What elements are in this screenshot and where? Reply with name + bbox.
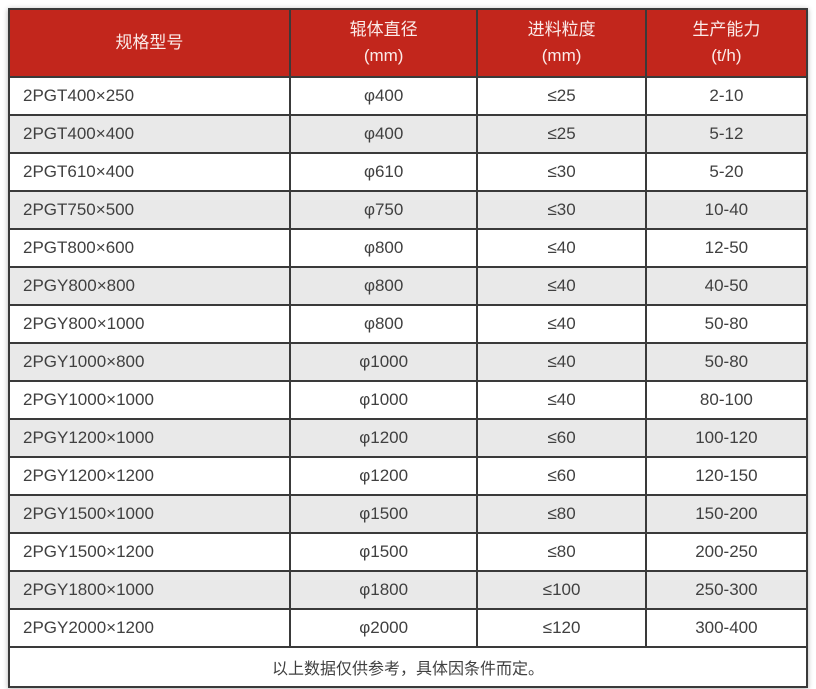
table-row: 2PGY1800×1000 φ1800 ≤100 250-300 (8, 570, 809, 610)
table-row: 2PGT400×400 φ400 ≤25 5-12 (8, 114, 809, 154)
footer-row: 以上数据仅供参考，具体因条件而定。 (8, 646, 808, 688)
capacity-cell: 150-200 (644, 494, 809, 534)
capacity-cell: 120-150 (644, 456, 809, 496)
model-cell: 2PGY1500×1200 (8, 532, 291, 572)
spec-table: 规格型号 辊体直径 (mm) 进料粒度 (mm) 生产能力 (t/h) 2PGT… (8, 8, 809, 688)
feed-size-cell: ≤40 (476, 266, 647, 306)
feed-size-cell: ≤100 (476, 570, 647, 610)
capacity-cell: 10-40 (644, 190, 809, 230)
capacity-cell: 50-80 (644, 342, 809, 382)
feed-size-cell: ≤25 (476, 114, 647, 154)
feed-size-cell: ≤80 (476, 532, 647, 572)
diameter-cell: φ1500 (288, 532, 479, 572)
feed-size-cell: ≤60 (476, 456, 647, 496)
diameter-cell: φ800 (288, 228, 479, 268)
column-header-feed-size-label: 进料粒度 (527, 20, 596, 39)
diameter-cell: φ800 (288, 304, 479, 344)
capacity-cell: 200-250 (644, 532, 809, 572)
table-row: 2PGT800×600 φ800 ≤40 12-50 (8, 228, 809, 268)
capacity-cell: 80-100 (644, 380, 809, 420)
capacity-cell: 250-300 (644, 570, 809, 610)
table-row: 2PGY1200×1000 φ1200 ≤60 100-120 (8, 418, 809, 458)
model-cell: 2PGY1200×1000 (8, 418, 291, 458)
diameter-cell: φ2000 (288, 608, 479, 648)
table-row: 2PGT400×250 φ400 ≤25 2-10 (8, 76, 809, 116)
capacity-cell: 12-50 (644, 228, 809, 268)
diameter-cell: φ1500 (288, 494, 479, 534)
diameter-cell: φ800 (288, 266, 479, 306)
column-header-roller-diameter-label: 辊体直径 (349, 20, 418, 39)
model-cell: 2PGY1000×1000 (8, 380, 291, 420)
diameter-cell: φ750 (288, 190, 479, 230)
column-header-capacity: 生产能力 (t/h) (644, 8, 809, 78)
table-row: 2PGY1500×1200 φ1500 ≤80 200-250 (8, 532, 809, 572)
feed-size-cell: ≤40 (476, 342, 647, 382)
feed-size-cell: ≤80 (476, 494, 647, 534)
diameter-cell: φ610 (288, 152, 479, 192)
column-header-roller-diameter: 辊体直径 (mm) (288, 8, 479, 78)
table-row: 2PGY1200×1200 φ1200 ≤60 120-150 (8, 456, 809, 496)
diameter-cell: φ1200 (288, 456, 479, 496)
model-cell: 2PGY800×800 (8, 266, 291, 306)
model-cell: 2PGT400×400 (8, 114, 291, 154)
table-row: 2PGY800×1000 φ800 ≤40 50-80 (8, 304, 809, 344)
feed-size-cell: ≤30 (476, 152, 647, 192)
model-cell: 2PGY2000×1200 (8, 608, 291, 648)
table-row: 2PGT610×400 φ610 ≤30 5-20 (8, 152, 809, 192)
column-header-roller-diameter-unit: (mm) (363, 46, 404, 65)
feed-size-cell: ≤30 (476, 190, 647, 230)
diameter-cell: φ400 (288, 76, 479, 116)
model-cell: 2PGY1200×1200 (8, 456, 291, 496)
table-row: 2PGY1000×1000 φ1000 ≤40 80-100 (8, 380, 809, 420)
table-row: 2PGT750×500 φ750 ≤30 10-40 (8, 190, 809, 230)
model-cell: 2PGT610×400 (8, 152, 291, 192)
diameter-cell: φ1200 (288, 418, 479, 458)
column-header-feed-size: 进料粒度 (mm) (476, 8, 647, 78)
column-header-feed-size-unit: (mm) (541, 46, 582, 65)
feed-size-cell: ≤40 (476, 304, 647, 344)
feed-size-cell: ≤60 (476, 418, 647, 458)
diameter-cell: φ1000 (288, 342, 479, 382)
footer-note: 以上数据仅供参考，具体因条件而定。 (8, 646, 808, 688)
column-header-model: 规格型号 (8, 8, 291, 78)
diameter-cell: φ400 (288, 114, 479, 154)
capacity-cell: 100-120 (644, 418, 809, 458)
model-cell: 2PGY1500×1000 (8, 494, 291, 534)
capacity-cell: 2-10 (644, 76, 809, 116)
model-cell: 2PGY1000×800 (8, 342, 291, 382)
feed-size-cell: ≤40 (476, 228, 647, 268)
column-header-capacity-unit: (t/h) (711, 46, 742, 65)
header-row: 规格型号 辊体直径 (mm) 进料粒度 (mm) 生产能力 (t/h) (8, 8, 809, 78)
feed-size-cell: ≤25 (476, 76, 647, 116)
capacity-cell: 5-12 (644, 114, 809, 154)
capacity-cell: 50-80 (644, 304, 809, 344)
table-row: 2PGY2000×1200 φ2000 ≤120 300-400 (8, 608, 809, 648)
capacity-cell: 5-20 (644, 152, 809, 192)
table-row: 2PGY1500×1000 φ1500 ≤80 150-200 (8, 494, 809, 534)
model-cell: 2PGY1800×1000 (8, 570, 291, 610)
diameter-cell: φ1000 (288, 380, 479, 420)
model-cell: 2PGT800×600 (8, 228, 291, 268)
model-cell: 2PGY800×1000 (8, 304, 291, 344)
table-row: 2PGY1000×800 φ1000 ≤40 50-80 (8, 342, 809, 382)
model-cell: 2PGT400×250 (8, 76, 291, 116)
table-body: 2PGT400×250 φ400 ≤25 2-10 2PGT400×400 φ400 ≤25… (8, 76, 809, 648)
feed-size-cell: ≤40 (476, 380, 647, 420)
capacity-cell: 40-50 (644, 266, 809, 306)
table-footer: 以上数据仅供参考，具体因条件而定。 (8, 646, 808, 688)
table-row: 2PGY800×800 φ800 ≤40 40-50 (8, 266, 809, 306)
column-header-model-label: 规格型号 (115, 33, 184, 52)
column-header-capacity-label: 生产能力 (692, 20, 761, 39)
feed-size-cell: ≤120 (476, 608, 647, 648)
table-header: 规格型号 辊体直径 (mm) 进料粒度 (mm) 生产能力 (t/h) (8, 8, 809, 78)
capacity-cell: 300-400 (644, 608, 809, 648)
diameter-cell: φ1800 (288, 570, 479, 610)
model-cell: 2PGT750×500 (8, 190, 291, 230)
